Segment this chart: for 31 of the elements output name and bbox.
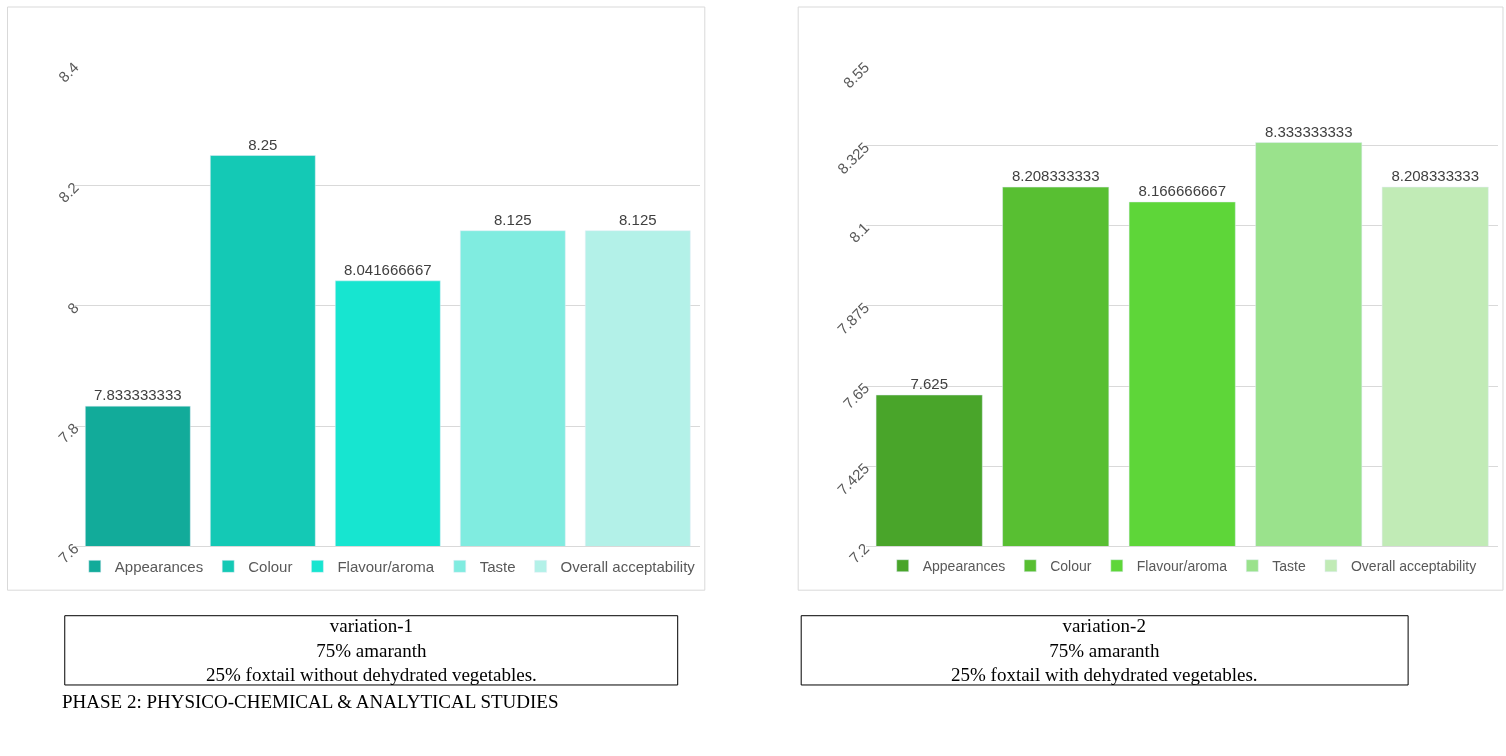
data-label: 8.25 xyxy=(248,135,278,153)
legend-label: Colour xyxy=(1050,558,1092,575)
y-tick-label: 7.65 xyxy=(839,379,873,412)
data-label: 7.833333333 xyxy=(94,386,182,404)
legend-label: Overall acceptability xyxy=(560,558,696,576)
text: variation-2 75% amaranth 25% foxtail with dehydrated vegetables. xyxy=(951,615,1258,686)
y-tick-label: 8.2 xyxy=(54,178,82,206)
data-label: 8.166666667 xyxy=(1138,181,1227,199)
legend-label: Overall acceptability xyxy=(1350,558,1477,575)
y-tick-label: 8.4 xyxy=(54,58,82,86)
data-label: 7.625 xyxy=(910,374,948,392)
legend-label: Appearances xyxy=(114,558,204,576)
y-tick-label: 7.8 xyxy=(54,419,82,447)
text: PHASE 2: PHYSICO-CHEMICAL & ANALYTICAL STUDIES xyxy=(62,691,559,712)
data-label: 8.208333333 xyxy=(1391,167,1480,185)
legend-label: Flavour/aroma xyxy=(337,558,435,576)
y-tick-label: 8 xyxy=(63,299,82,317)
y-tick-label: 7.6 xyxy=(54,539,82,567)
text: variation-1 75% amaranth 25% foxtail without dehydrated vegetables. xyxy=(206,615,537,686)
data-label: 8.041666667 xyxy=(344,260,432,278)
data-label: 8.125 xyxy=(619,210,657,228)
legend-label: Taste xyxy=(1272,558,1306,575)
legend-label: Taste xyxy=(479,558,516,576)
y-tick-label: 8.1 xyxy=(845,218,873,246)
data-label: 8.125 xyxy=(494,210,532,228)
legend-label: Appearances xyxy=(922,558,1006,575)
data-label: 8.208333333 xyxy=(1011,167,1100,185)
legend-label: Flavour/aroma xyxy=(1136,558,1228,575)
data-label: 8.333333333 xyxy=(1264,122,1353,140)
y-tick-label: 7.2 xyxy=(845,539,873,567)
legend-label: Colour xyxy=(248,558,293,576)
